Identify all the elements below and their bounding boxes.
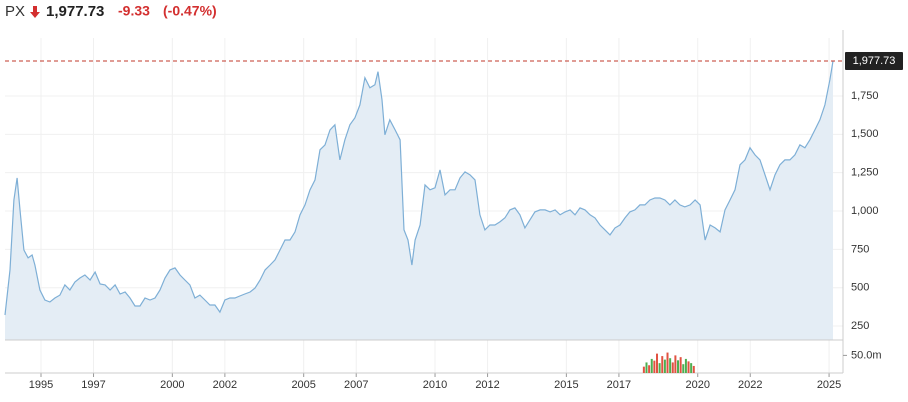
price-tag-label: 1,977.73: [853, 55, 896, 67]
x-tick-label: 2007: [344, 379, 368, 391]
down-arrow: [30, 6, 40, 18]
x-tick-label: 2000: [160, 379, 184, 391]
volume-bar: [684, 358, 687, 373]
area: [5, 61, 834, 340]
volume-bar: [658, 363, 661, 373]
volume-bar: [656, 353, 659, 373]
x-tick-label: 2020: [685, 379, 709, 391]
volume-bar: [661, 356, 664, 373]
x-tick-label: 2017: [607, 379, 631, 391]
y-tick-label: 750: [851, 243, 869, 255]
x-tick-label: 2005: [291, 379, 315, 391]
volume-bar: [692, 365, 695, 373]
x-tick-label: 1995: [29, 379, 53, 391]
volume-bar: [666, 352, 669, 373]
x-tick-label: 2002: [213, 379, 237, 391]
volume-bar: [679, 357, 682, 373]
volume-bar: [653, 360, 656, 373]
line: [4, 60, 834, 316]
y-tick-label: 1,250: [851, 167, 879, 179]
y-tick-label: 1,000: [851, 205, 879, 217]
symbol: PX: [5, 3, 25, 20]
y-tick-label: 1,750: [851, 90, 879, 102]
volume-bar: [669, 358, 672, 373]
x-tick-label: 2012: [475, 379, 499, 391]
x-tick-label: 2025: [817, 379, 841, 391]
x-tick-label: 1997: [81, 379, 105, 391]
volume-bar: [687, 361, 690, 373]
volume-tick-label: 50.0m: [851, 349, 882, 361]
volume-bar: [674, 355, 677, 373]
volume-bar: [642, 366, 645, 373]
volume-bar: [650, 358, 653, 373]
volume-bar: [663, 359, 666, 373]
volume-bar: [671, 362, 674, 373]
y-tick-label: 500: [851, 282, 869, 294]
x-tick-label: 2015: [554, 379, 578, 391]
volume-bar: [645, 362, 648, 373]
volume-bar: [682, 364, 685, 373]
change: -9.33: [118, 3, 150, 19]
volume-bar: [677, 360, 680, 373]
change-pct: (-0.47%): [163, 3, 217, 19]
volume-bar: [648, 365, 651, 373]
x-tick-label: 2022: [738, 379, 762, 391]
volume-bar: [690, 363, 693, 373]
y-tick-label: 1,500: [851, 128, 879, 140]
x-tick-label: 2010: [423, 379, 447, 391]
price-tag: [845, 52, 903, 71]
price: 1,977.73: [46, 3, 104, 20]
y-tick-label: 250: [851, 320, 869, 332]
